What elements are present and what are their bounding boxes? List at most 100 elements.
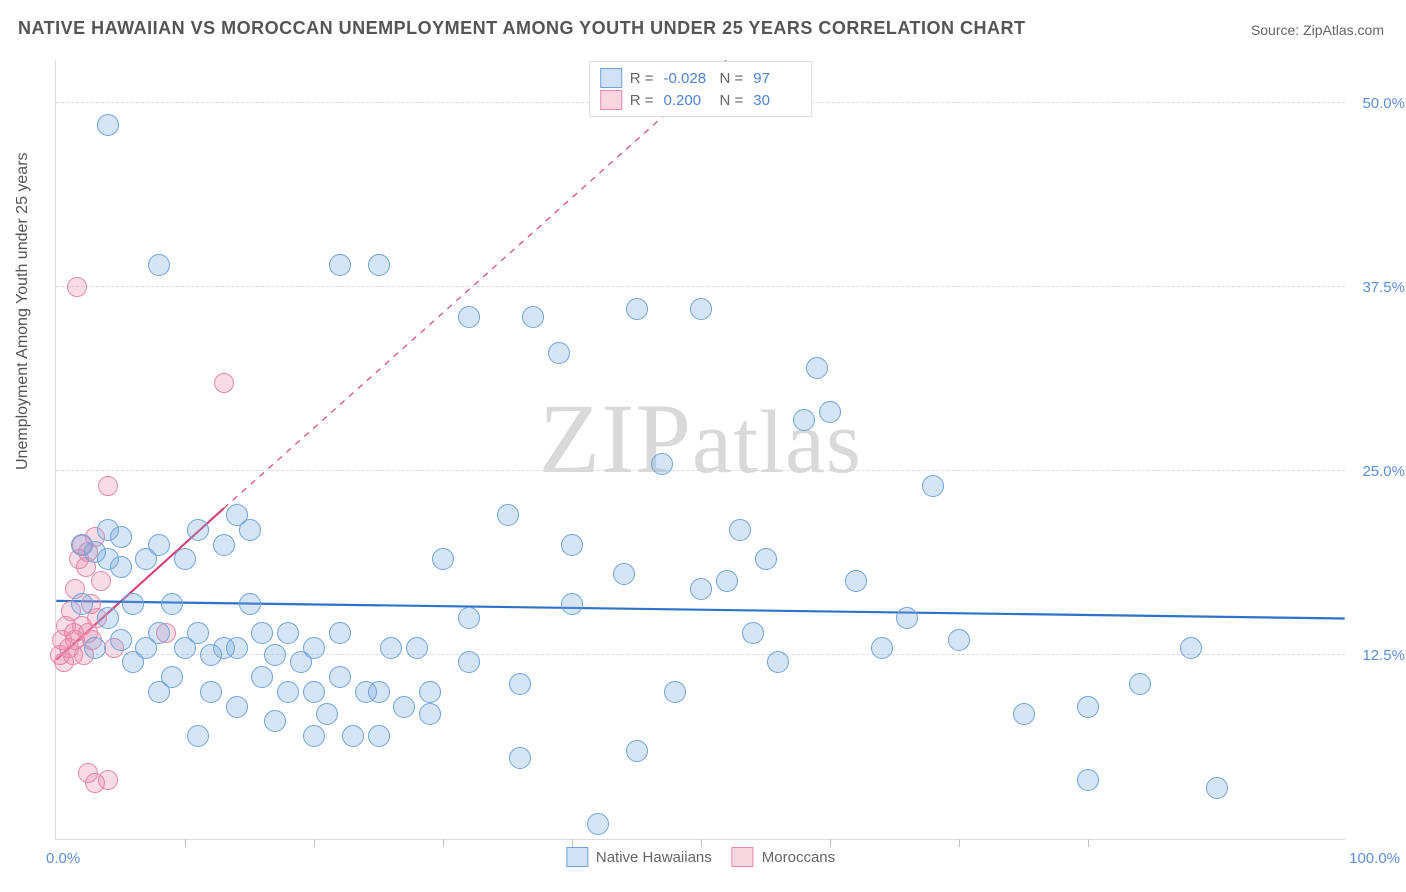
x-tick bbox=[830, 839, 831, 847]
data-point-hawaiian bbox=[122, 651, 144, 673]
data-point-hawaiian bbox=[174, 548, 196, 570]
data-point-hawaiian bbox=[458, 651, 480, 673]
data-point-moroccan bbox=[67, 277, 87, 297]
data-point-hawaiian bbox=[458, 607, 480, 629]
data-point-hawaiian bbox=[148, 681, 170, 703]
data-point-moroccan bbox=[98, 770, 118, 790]
data-point-hawaiian bbox=[368, 254, 390, 276]
data-point-hawaiian bbox=[626, 740, 648, 762]
data-point-hawaiian bbox=[97, 519, 119, 541]
series-legend: Native Hawaiians Moroccans bbox=[566, 847, 835, 867]
data-point-hawaiian bbox=[148, 254, 170, 276]
x-tick bbox=[314, 839, 315, 847]
swatch-blue-icon bbox=[566, 847, 588, 867]
data-point-hawaiian bbox=[239, 593, 261, 615]
data-point-hawaiian bbox=[226, 696, 248, 718]
data-point-hawaiian bbox=[664, 681, 686, 703]
x-tick bbox=[1088, 839, 1089, 847]
data-point-hawaiian bbox=[161, 593, 183, 615]
data-point-hawaiian bbox=[419, 703, 441, 725]
y-tick-label: 12.5% bbox=[1350, 647, 1405, 664]
data-point-hawaiian bbox=[200, 681, 222, 703]
source-attribution: Source: ZipAtlas.com bbox=[1251, 22, 1384, 38]
x-tick bbox=[443, 839, 444, 847]
data-point-hawaiian bbox=[97, 114, 119, 136]
data-point-hawaiian bbox=[277, 622, 299, 644]
data-point-hawaiian bbox=[845, 570, 867, 592]
data-point-hawaiian bbox=[187, 725, 209, 747]
data-point-hawaiian bbox=[626, 298, 648, 320]
data-point-hawaiian bbox=[819, 401, 841, 423]
data-point-hawaiian bbox=[406, 637, 428, 659]
data-point-hawaiian bbox=[651, 453, 673, 475]
gridline bbox=[56, 286, 1345, 287]
n-label: N = bbox=[720, 70, 744, 87]
legend-item-pink: Moroccans bbox=[732, 847, 835, 867]
y-axis-label: Unemployment Among Youth under 25 years bbox=[14, 152, 32, 470]
data-point-hawaiian bbox=[871, 637, 893, 659]
data-point-hawaiian bbox=[1077, 769, 1099, 791]
data-point-hawaiian bbox=[1013, 703, 1035, 725]
watermark-text: ZIPatlas bbox=[539, 381, 862, 496]
data-point-hawaiian bbox=[316, 703, 338, 725]
legend-label-pink: Moroccans bbox=[762, 849, 835, 866]
x-axis-min-label: 0.0% bbox=[46, 850, 80, 867]
data-point-hawaiian bbox=[613, 563, 635, 585]
data-point-hawaiian bbox=[264, 710, 286, 732]
y-tick-label: 50.0% bbox=[1350, 95, 1405, 112]
data-point-hawaiian bbox=[122, 593, 144, 615]
data-point-hawaiian bbox=[1206, 777, 1228, 799]
data-point-hawaiian bbox=[509, 673, 531, 695]
data-point-hawaiian bbox=[303, 681, 325, 703]
data-point-hawaiian bbox=[497, 504, 519, 526]
data-point-hawaiian bbox=[71, 534, 93, 556]
scatter-plot-area: ZIPatlas R = -0.028 N = 97 R = 0.200 N =… bbox=[55, 60, 1345, 840]
legend-row-blue: R = -0.028 N = 97 bbox=[600, 68, 802, 88]
data-point-hawaiian bbox=[355, 681, 377, 703]
x-tick bbox=[959, 839, 960, 847]
data-point-hawaiian bbox=[587, 813, 609, 835]
data-point-hawaiian bbox=[213, 534, 235, 556]
data-point-hawaiian bbox=[187, 519, 209, 541]
data-point-hawaiian bbox=[742, 622, 764, 644]
data-point-hawaiian bbox=[561, 593, 583, 615]
r-label: R = bbox=[630, 92, 654, 109]
data-point-hawaiian bbox=[896, 607, 918, 629]
y-tick-label: 25.0% bbox=[1350, 463, 1405, 480]
legend-item-blue: Native Hawaiians bbox=[566, 847, 712, 867]
data-point-hawaiian bbox=[342, 725, 364, 747]
data-point-hawaiian bbox=[548, 342, 570, 364]
data-point-hawaiian bbox=[948, 629, 970, 651]
data-point-hawaiian bbox=[690, 578, 712, 600]
correlation-legend: R = -0.028 N = 97 R = 0.200 N = 30 bbox=[589, 61, 813, 117]
trend-lines-layer bbox=[56, 60, 1345, 839]
chart-title: NATIVE HAWAIIAN VS MOROCCAN UNEMPLOYMENT… bbox=[18, 18, 1026, 39]
data-point-hawaiian bbox=[174, 637, 196, 659]
data-point-hawaiian bbox=[1180, 637, 1202, 659]
r-value-blue: -0.028 bbox=[664, 70, 712, 87]
data-point-hawaiian bbox=[264, 644, 286, 666]
data-point-hawaiian bbox=[729, 519, 751, 541]
x-tick bbox=[572, 839, 573, 847]
r-value-pink: 0.200 bbox=[664, 92, 712, 109]
data-point-hawaiian bbox=[290, 651, 312, 673]
data-point-moroccan bbox=[91, 571, 111, 591]
data-point-hawaiian bbox=[277, 681, 299, 703]
data-point-hawaiian bbox=[806, 357, 828, 379]
data-point-hawaiian bbox=[380, 637, 402, 659]
n-value-pink: 30 bbox=[753, 92, 801, 109]
gridline bbox=[56, 470, 1345, 471]
data-point-hawaiian bbox=[716, 570, 738, 592]
data-point-hawaiian bbox=[793, 409, 815, 431]
data-point-hawaiian bbox=[368, 725, 390, 747]
y-tick-label: 37.5% bbox=[1350, 279, 1405, 296]
data-point-hawaiian bbox=[432, 548, 454, 570]
data-point-hawaiian bbox=[303, 725, 325, 747]
data-point-hawaiian bbox=[71, 593, 93, 615]
data-point-hawaiian bbox=[200, 644, 222, 666]
data-point-hawaiian bbox=[767, 651, 789, 673]
data-point-hawaiian bbox=[419, 681, 441, 703]
data-point-hawaiian bbox=[522, 306, 544, 328]
data-point-hawaiian bbox=[393, 696, 415, 718]
data-point-hawaiian bbox=[1129, 673, 1151, 695]
